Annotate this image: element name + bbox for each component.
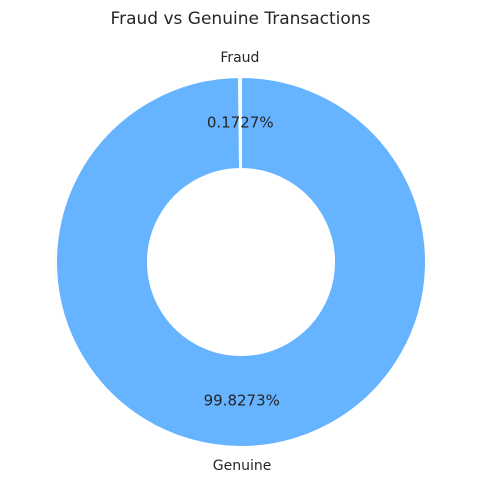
slices-group bbox=[55, 76, 427, 448]
labels-group: Fraud 0.1727% Genuine 99.8273% bbox=[204, 50, 280, 474]
slice-label-fraud: Fraud bbox=[220, 50, 259, 66]
slice-label-genuine: Genuine bbox=[213, 458, 272, 474]
percent-label-genuine: 99.8273% bbox=[204, 391, 280, 409]
chart-title: Fraud vs Genuine Transactions bbox=[111, 9, 371, 29]
slice-genuine bbox=[55, 76, 427, 448]
percent-label-fraud: 0.1727% bbox=[207, 114, 274, 132]
